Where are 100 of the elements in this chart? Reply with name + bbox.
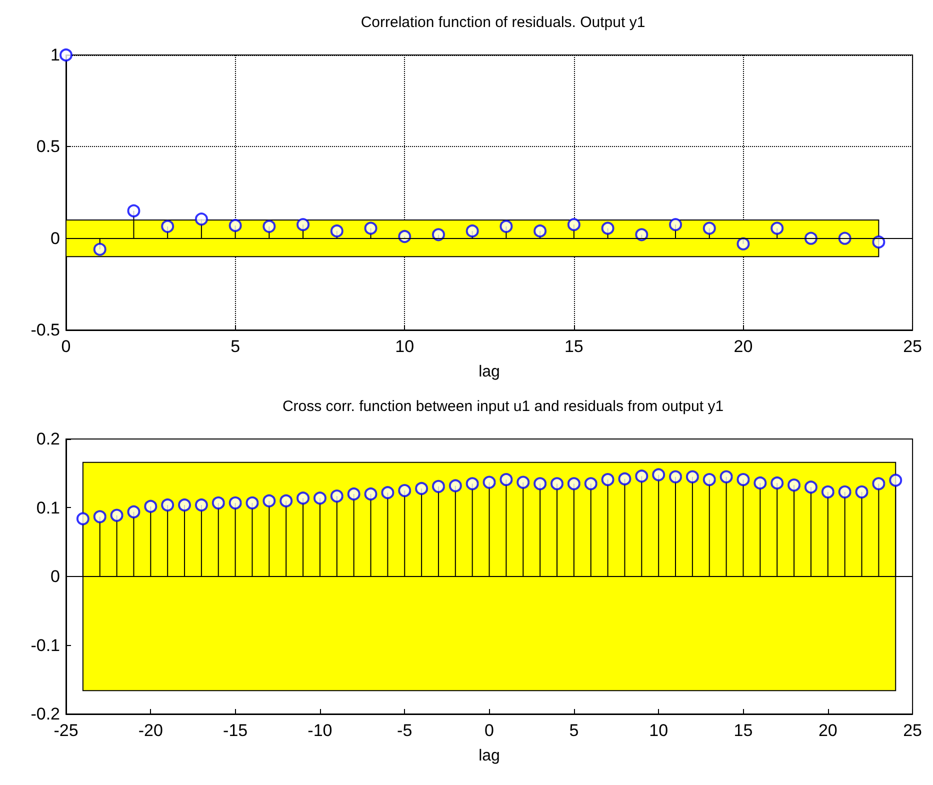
point bbox=[212, 496, 225, 510]
point bbox=[381, 486, 394, 500]
x-tick-label: 0 bbox=[484, 721, 494, 740]
point bbox=[736, 473, 750, 486]
point bbox=[534, 224, 547, 238]
x-tick-label: -5 bbox=[397, 721, 412, 740]
point bbox=[550, 477, 564, 490]
point bbox=[686, 470, 699, 484]
x-tick-label: 10 bbox=[649, 721, 668, 740]
point bbox=[855, 485, 868, 498]
point bbox=[330, 490, 344, 503]
x-tick-label: 10 bbox=[395, 337, 414, 356]
point bbox=[364, 488, 378, 500]
chart-title: Correlation function of residuals. Output y1 bbox=[360, 14, 646, 31]
point bbox=[466, 224, 479, 238]
point bbox=[770, 222, 784, 235]
point bbox=[788, 478, 801, 492]
point bbox=[194, 498, 208, 512]
point bbox=[702, 222, 716, 235]
y-tick-label: 0.2 bbox=[36, 430, 60, 448]
x-tick-label: 15 bbox=[564, 337, 584, 356]
x-tick-label: 25 bbox=[903, 337, 922, 356]
point bbox=[838, 485, 852, 498]
point bbox=[60, 48, 72, 62]
point bbox=[296, 492, 310, 505]
point bbox=[161, 220, 174, 233]
x-tick-label: 20 bbox=[818, 721, 838, 740]
point bbox=[770, 476, 784, 490]
point bbox=[110, 508, 124, 522]
point bbox=[720, 470, 733, 484]
point bbox=[313, 492, 326, 505]
point bbox=[500, 473, 513, 486]
y-tick-label: -0.5 bbox=[30, 320, 60, 340]
x-tick-label: -10 bbox=[308, 721, 332, 740]
point bbox=[127, 505, 140, 518]
x-tick-label: -15 bbox=[223, 721, 248, 740]
point bbox=[635, 470, 648, 483]
point bbox=[635, 228, 648, 242]
point bbox=[736, 237, 750, 250]
point bbox=[872, 236, 886, 248]
point bbox=[432, 228, 445, 242]
x-tick-label: 20 bbox=[734, 337, 753, 356]
y-tick-label: -0.2 bbox=[30, 704, 60, 724]
point bbox=[601, 473, 614, 486]
point bbox=[93, 242, 106, 256]
point bbox=[194, 212, 208, 226]
y-tick-label: -0.1 bbox=[30, 636, 60, 655]
point bbox=[702, 473, 716, 486]
x-tick-label: 25 bbox=[903, 721, 922, 740]
point bbox=[228, 496, 242, 510]
point bbox=[246, 496, 259, 510]
point bbox=[652, 468, 666, 482]
y-tick-label: 0 bbox=[50, 567, 60, 586]
point bbox=[262, 494, 276, 508]
x-axis-title: lag bbox=[478, 364, 500, 380]
point bbox=[567, 477, 580, 490]
y-tick-label: 1 bbox=[50, 46, 60, 64]
x-axis-title: lag bbox=[478, 748, 500, 764]
point bbox=[262, 220, 276, 233]
point bbox=[364, 222, 378, 235]
point bbox=[280, 494, 293, 508]
point bbox=[330, 224, 344, 238]
point bbox=[669, 218, 682, 232]
chart-title: Cross corr. function between input u1 and residuals from output y1 bbox=[282, 398, 724, 415]
point bbox=[534, 477, 547, 490]
point bbox=[76, 512, 90, 526]
point bbox=[347, 488, 360, 500]
x-tick-label: -25 bbox=[54, 721, 78, 740]
point bbox=[872, 477, 886, 490]
point bbox=[482, 476, 496, 489]
point bbox=[228, 219, 242, 232]
point bbox=[398, 484, 412, 498]
point bbox=[821, 485, 834, 498]
point bbox=[448, 479, 462, 492]
point bbox=[127, 204, 140, 218]
point bbox=[93, 510, 106, 524]
point bbox=[415, 482, 428, 495]
point bbox=[618, 472, 632, 486]
y-tick-label: 0.5 bbox=[36, 137, 60, 156]
x-tick-label: 5 bbox=[230, 337, 240, 356]
point bbox=[516, 476, 530, 489]
point bbox=[669, 470, 682, 484]
point bbox=[144, 500, 158, 513]
y-tick-label: 0 bbox=[50, 228, 60, 248]
point bbox=[601, 222, 614, 235]
point bbox=[432, 480, 445, 493]
point bbox=[500, 220, 513, 233]
point bbox=[296, 218, 310, 232]
point bbox=[466, 477, 479, 490]
x-tick-label: -20 bbox=[138, 721, 163, 740]
y-tick-label: 0.1 bbox=[36, 498, 60, 518]
x-tick-label: 5 bbox=[569, 721, 579, 740]
point bbox=[161, 498, 174, 512]
point bbox=[584, 477, 598, 490]
point bbox=[804, 480, 818, 494]
point bbox=[889, 474, 902, 487]
point bbox=[567, 218, 580, 232]
point bbox=[754, 476, 767, 490]
point bbox=[178, 498, 192, 512]
x-tick-label: 15 bbox=[734, 721, 753, 740]
